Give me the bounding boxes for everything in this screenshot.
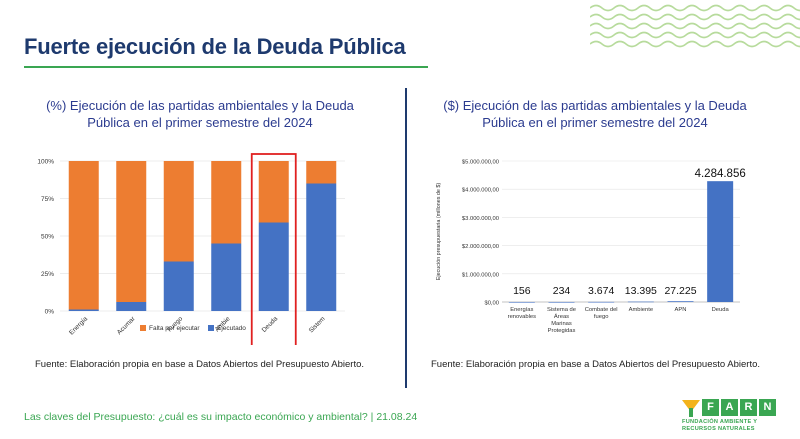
bar-segment [116,302,147,311]
bar [508,301,535,303]
y-tick-label: $3.000.000,00 [462,216,499,222]
bar [707,181,734,302]
x-tick-label: Deuda [261,315,280,334]
right-chart-title: ($) Ejecución de las partidas ambientale… [443,98,747,130]
legend-label: Ejecutado [217,325,246,332]
legend-label: Falta por ejecutar [149,325,200,332]
logo-subtitle: FUNDACIÓN AMBIENTE Y RECURSOS NATURALES [682,419,782,432]
x-tick-label: Sistema de [547,307,576,313]
bar-segment [306,161,337,184]
page-title: Fuerte ejecución de la Deuda Pública [24,34,406,59]
x-tick-label: Marinas [551,321,572,327]
bar-segment [116,161,147,302]
bar [627,301,654,303]
x-tick-label: Sistem [308,315,327,334]
x-tick-label: Energía [68,315,89,336]
y-tick-label: 50% [41,234,54,241]
x-tick-label: Áreas [554,313,569,320]
data-label: 3.674 [588,285,614,297]
bar-segment [306,183,337,311]
data-label: 234 [553,285,571,297]
footer-text: Las claves del Presupuesto: ¿cuál es su … [24,411,418,423]
y-axis-label: Ejecución presupuestaria (millones de $) [436,183,442,281]
logo-letter: R [740,399,757,416]
bar-segment [163,161,194,262]
y-tick-label: $1.000.000,00 [462,272,499,278]
bar-segment [211,243,242,311]
x-tick-label: Deuda [712,307,730,313]
y-tick-label: $0,00 [484,301,499,307]
logo-letter: A [721,399,738,416]
bar [667,301,694,302]
bar [548,301,575,303]
x-tick-label: Ambiente [629,307,654,313]
logo-subtitle-line2: RECURSOS NATURALES [682,425,755,432]
right-source-note: Fuente: Elaboración propia en base a Dat… [431,359,761,370]
y-tick-label: $5.000.000,00 [462,160,499,166]
bar-segment [211,161,242,244]
logo-subtitle-line1: FUNDACIÓN AMBIENTE Y [682,419,758,425]
bar-segment [258,161,289,223]
x-tick-label: Acumar [116,315,137,336]
bar-segment [258,222,289,311]
x-tick-label: APN [675,307,687,313]
y-tick-label: $2.000.000,00 [462,244,499,250]
decorative-waves [590,4,800,48]
amount-execution-chart: $0,00 $1.000.000,00 $2.000.000,00 $3.000.00… [436,160,746,335]
y-tick-label: 75% [41,196,54,203]
percent-execution-chart: 0%25%50%75%100%Energía Acumar Fuego Ambie De… [37,153,345,345]
x-tick-label: Protegidas [548,328,576,334]
data-label: 4.284.856 [695,168,746,180]
farn-mark-icon [682,400,700,417]
bar-segment [163,261,194,311]
x-tick-label: fuego [594,314,609,320]
left-chart-title: (%) Ejecución de las partidas ambientale… [46,98,354,130]
bar-segment [68,309,99,311]
title-underline [24,66,428,68]
x-tick-label: renovables [508,314,536,320]
legend-swatch [140,325,146,331]
bar [588,301,615,303]
farn-logo: F A R N FUNDACIÓN AMBIENTE Y RECURSOS NA… [680,396,780,436]
x-tick-label: Energías [510,307,533,313]
y-tick-label: 0% [45,309,55,316]
x-tick-label: Combate del [585,307,618,313]
left-source-note: Fuente: Elaboración propia en base a Dat… [35,359,365,370]
vertical-divider [405,88,407,388]
y-tick-label: 100% [37,159,54,166]
data-label: 13.395 [625,285,657,297]
y-tick-label: $4.000.000,00 [462,188,499,194]
logo-letter: N [759,399,776,416]
legend-swatch [208,325,214,331]
bar-segment [68,161,99,310]
logo-letter: F [702,399,719,416]
data-label: 156 [513,285,531,297]
data-label: 27.225 [664,285,696,297]
highlight-box [250,153,297,345]
y-tick-label: 25% [41,271,54,278]
